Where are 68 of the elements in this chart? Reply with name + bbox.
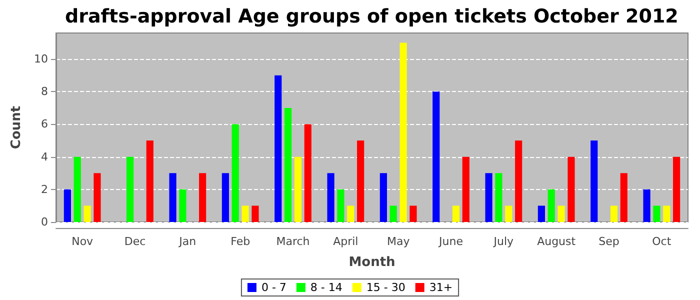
bar xyxy=(169,173,176,222)
bar xyxy=(347,206,354,222)
x-tick-label: Sep xyxy=(598,235,620,248)
x-tick-label: June xyxy=(438,235,464,248)
bar xyxy=(274,75,282,222)
bar xyxy=(390,206,397,222)
y-tick-label: 4 xyxy=(41,150,48,164)
bar xyxy=(515,140,522,222)
bar xyxy=(673,156,680,222)
bar xyxy=(590,140,598,222)
bar xyxy=(357,140,364,222)
x-tick-label: July xyxy=(492,235,514,248)
bar xyxy=(485,173,492,222)
bar xyxy=(663,206,670,222)
y-tick-label: 6 xyxy=(41,118,48,131)
bar xyxy=(94,173,101,222)
bar xyxy=(400,42,407,222)
bar xyxy=(252,206,259,222)
x-tick-label: April xyxy=(333,235,358,248)
bar xyxy=(242,206,249,222)
bar xyxy=(64,189,71,222)
x-axis-title: Month xyxy=(348,255,396,270)
y-axis-title: Count xyxy=(9,106,24,150)
legend-label: 8 - 14 xyxy=(310,281,342,294)
bar xyxy=(610,206,618,222)
bar xyxy=(505,206,512,222)
x-tick-label: August xyxy=(537,235,576,248)
x-tick-label: May xyxy=(386,235,410,248)
y-tick-label: 10 xyxy=(34,52,48,66)
bar xyxy=(284,108,292,222)
bar xyxy=(432,92,440,222)
y-tick-label: 2 xyxy=(41,182,48,196)
bar xyxy=(304,124,312,222)
bar xyxy=(548,189,555,222)
bar xyxy=(337,189,344,222)
x-tick-label: Jan xyxy=(178,235,196,248)
legend-label: 0 - 7 xyxy=(261,281,286,294)
bar xyxy=(462,156,470,222)
bar xyxy=(126,156,134,222)
bar xyxy=(620,173,628,222)
x-tick-label: Dec xyxy=(124,235,146,248)
bar xyxy=(380,173,387,222)
bar xyxy=(232,124,239,222)
bar xyxy=(410,206,417,222)
chart-title: drafts-approval Age groups of open tickets October 2012 xyxy=(65,6,678,28)
bar xyxy=(568,156,575,222)
legend-label: 15 - 30 xyxy=(366,281,406,294)
y-tick-label: 8 xyxy=(41,85,48,98)
bar xyxy=(199,173,206,222)
bar xyxy=(294,156,302,222)
bar xyxy=(179,189,186,222)
bar xyxy=(452,206,460,222)
bar xyxy=(74,156,81,222)
bar xyxy=(84,206,91,222)
bar xyxy=(146,140,154,222)
y-tick-label: 0 xyxy=(41,216,48,228)
x-tick-label: Feb xyxy=(230,235,250,248)
bar xyxy=(558,206,565,222)
bar xyxy=(222,173,229,222)
bar xyxy=(643,189,650,222)
bar xyxy=(538,206,545,222)
x-tick-label: Nov xyxy=(72,235,94,248)
legend-label: 31+ xyxy=(429,281,453,294)
x-tick-label: March xyxy=(276,235,310,248)
bar xyxy=(653,206,660,222)
bar xyxy=(327,173,334,222)
bar xyxy=(495,173,502,222)
x-tick-label: Oct xyxy=(652,235,672,248)
